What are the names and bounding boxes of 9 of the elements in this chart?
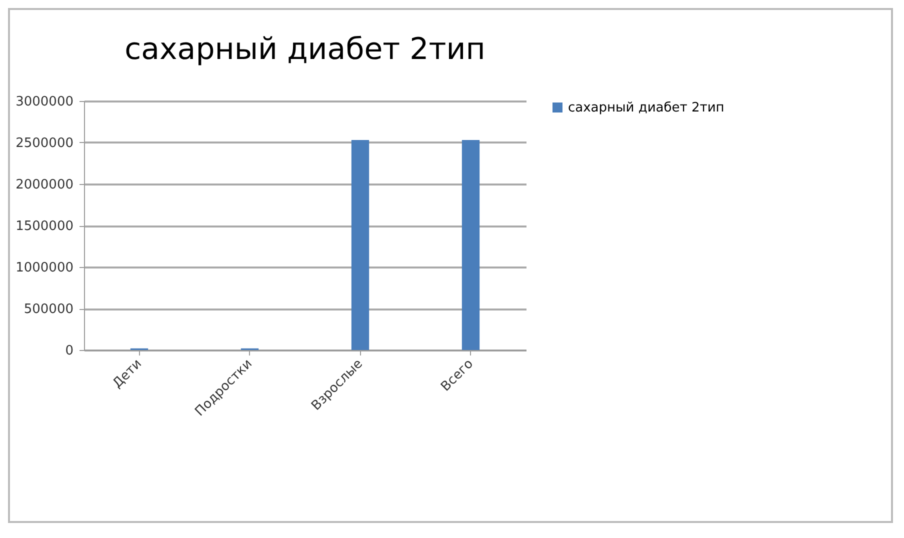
y-tick-label: 3000000	[16, 94, 74, 110]
y-tick-label: 1500000	[16, 219, 74, 234]
chart-title: сахарный диабет 2тип	[124, 32, 486, 67]
y-tick-label: 500000	[24, 302, 74, 317]
y-tick-label: 2500000	[16, 136, 74, 151]
y-tick-label: 1000000	[16, 260, 74, 276]
y-tick-label: 0	[65, 344, 74, 358]
y-tick-label: 2000000	[16, 178, 74, 192]
legend-label: сахарный диабет 2тип	[568, 100, 724, 116]
